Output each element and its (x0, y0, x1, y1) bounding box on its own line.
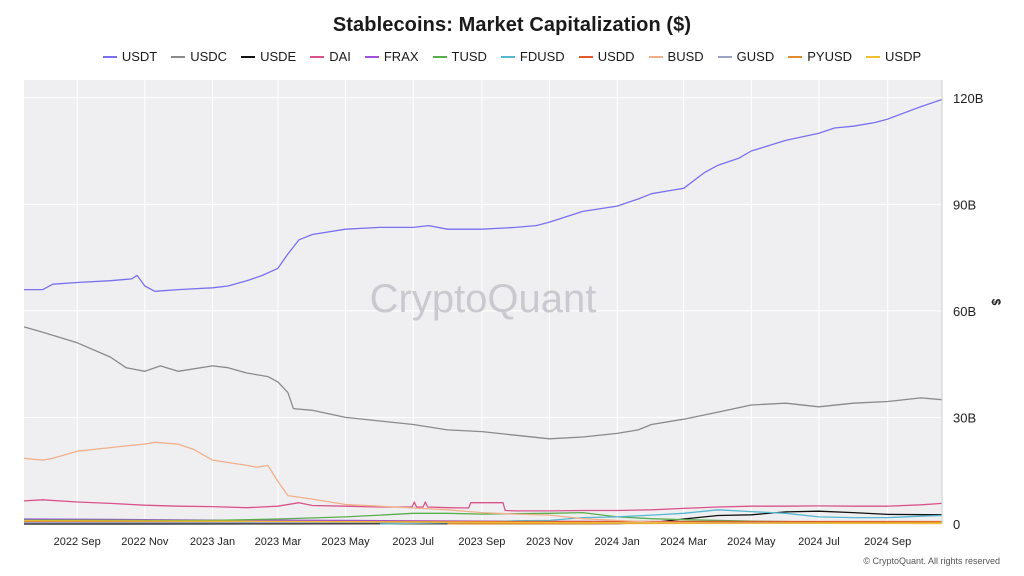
x-tick-label: 2024 Jan (595, 536, 640, 548)
series-line-usdc (23, 326, 943, 440)
legend-label: USDP (885, 49, 922, 64)
legend-label: DAI (329, 49, 351, 64)
legend-label: TUSD (451, 49, 487, 64)
legend-item-fdusd[interactable]: FDUSD (500, 49, 565, 64)
legend-item-pyusd[interactable]: PYUSD (788, 49, 852, 64)
legend-swatch (241, 55, 256, 58)
legend-swatch (648, 55, 663, 58)
legend-swatch (364, 55, 379, 58)
series-line-dai (23, 499, 943, 512)
series-line-usdt (24, 98, 943, 292)
legend-label: BUSD (667, 49, 704, 64)
legend-label: USDD (597, 49, 635, 64)
x-tick-label: 2024 Jul (798, 536, 840, 548)
legend-label: USDT (121, 49, 158, 64)
y-tick-label: 90B (953, 197, 976, 212)
legend-item-gusd[interactable]: GUSD (717, 49, 775, 64)
legend-item-usdt[interactable]: USDT (102, 49, 158, 64)
legend-item-usdp[interactable]: USDP (866, 49, 921, 64)
legend-swatch (102, 55, 117, 58)
y-tick-label: 0 (953, 517, 960, 532)
x-tick-label: 2023 May (321, 536, 370, 548)
legend-swatch (578, 55, 593, 58)
watermark-text: CryptoQuant (370, 277, 597, 321)
legend-swatch (788, 55, 803, 58)
series-line-tusd (24, 511, 943, 523)
legend-swatch (500, 55, 515, 58)
y-axis-label: $ (989, 299, 1003, 306)
legend-item-usdd[interactable]: USDD (578, 49, 635, 64)
x-tick-label: 2024 Mar (660, 536, 707, 548)
x-tick-label: 2023 Mar (255, 536, 302, 548)
series-line-busd (23, 441, 943, 525)
legend-item-dai[interactable]: DAI (310, 49, 351, 64)
legend-swatch (866, 55, 881, 58)
legend-swatch (310, 55, 325, 58)
legend-label: USDE (260, 49, 297, 64)
x-tick-label: 2023 Nov (526, 536, 574, 548)
x-tick-label: 2024 Sep (864, 536, 911, 548)
x-tick-label: 2024 May (727, 536, 776, 548)
legend-item-usde[interactable]: USDE (241, 49, 296, 64)
legend-item-busd[interactable]: BUSD (648, 49, 704, 64)
legend-label: FRAX (383, 49, 419, 64)
y-tick-label: 30B (953, 410, 976, 425)
series-line-usdp (23, 520, 943, 524)
x-tick-label: 2023 Jan (190, 536, 235, 548)
x-tick-label: 2022 Nov (121, 536, 169, 548)
legend-label: USDC (190, 49, 228, 64)
x-tick-label: 2023 Jul (392, 536, 434, 548)
legend-swatch (171, 55, 186, 58)
chart-legend: USDT USDC USDE DAI FRAX TUSD FDUSD USDD BUSD GUSD… (0, 49, 1024, 64)
legend-swatch (717, 55, 732, 58)
legend-item-tusd[interactable]: TUSD (432, 49, 487, 64)
x-tick-label: 2023 Sep (458, 536, 505, 548)
legend-item-frax[interactable]: FRAX (364, 49, 419, 64)
legend-label: FDUSD (519, 49, 565, 64)
legend-label: GUSD (736, 49, 775, 64)
x-tick-label: 2022 Sep (54, 536, 101, 548)
legend-swatch (432, 55, 447, 58)
copyright-footer: © CryptoQuant. All rights reserved (863, 556, 1000, 566)
legend-label: PYUSD (807, 49, 853, 64)
y-tick-label: 120B (953, 91, 983, 106)
chart-title: Stablecoins: Market Capitalization ($) (332, 14, 692, 36)
y-tick-label: 60B (953, 304, 976, 319)
plot-area (24, 80, 942, 524)
legend-item-usdc[interactable]: USDC (171, 49, 227, 64)
